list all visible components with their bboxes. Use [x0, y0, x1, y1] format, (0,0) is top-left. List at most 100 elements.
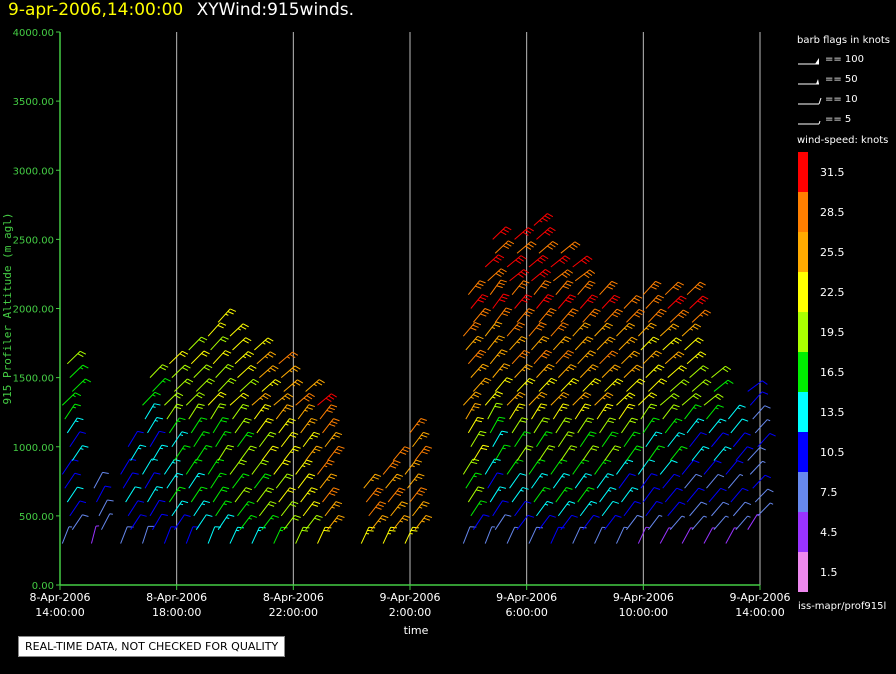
wind-barb: [319, 404, 338, 420]
barb-staff: [557, 431, 569, 448]
barb-half-flag: [561, 475, 565, 478]
barb-flag: [702, 295, 709, 300]
barb-staff: [212, 350, 226, 365]
barb-flag: [184, 514, 191, 517]
barb-staff: [69, 500, 81, 517]
barb-half-flag: [225, 313, 229, 316]
barb-staff: [409, 418, 422, 434]
barb-flag: [680, 381, 687, 386]
barb-flag: [495, 273, 502, 277]
barb-flag: [501, 349, 508, 353]
barb-flag: [524, 366, 531, 371]
barb-staff: [735, 446, 748, 461]
barb-half-flag: [201, 434, 205, 436]
barb-staff: [130, 444, 141, 461]
barb-flag: [637, 514, 644, 518]
wind-barb: [533, 280, 552, 295]
barb-staff: [703, 527, 713, 544]
wind-barb: [684, 337, 704, 351]
barb-staff: [484, 321, 497, 337]
barb-flag: [156, 417, 164, 420]
wind-barb: [370, 515, 389, 531]
barb-staff: [169, 350, 183, 365]
wind-barb: [528, 391, 548, 406]
barb-half-flag: [82, 380, 86, 384]
wind-barb: [623, 431, 641, 448]
barb-flag: [539, 257, 546, 262]
barb-half-flag: [770, 502, 774, 505]
barb-staff: [120, 458, 131, 475]
barb-staff: [61, 526, 70, 544]
barb-flag: [333, 418, 340, 422]
wind-barb: [601, 294, 621, 309]
barb-flag: [475, 391, 482, 396]
wind-barb: [667, 501, 686, 517]
barb-flag: [519, 473, 527, 476]
wind-barb: [647, 308, 667, 323]
barb-half-flag: [496, 354, 501, 357]
wind-barb: [66, 350, 87, 365]
colorbar-title: wind-speed: knots: [797, 135, 889, 146]
barb-flag: [245, 337, 252, 342]
wind-barb: [484, 526, 495, 544]
barb-half-flag: [560, 341, 564, 344]
barb-flag: [699, 298, 706, 302]
barb-flag: [220, 420, 227, 423]
y-tick-label: 500.00: [19, 512, 54, 523]
barb-flag: [655, 313, 662, 318]
wind-barb: [506, 322, 525, 337]
barb-half-flag: [693, 407, 697, 410]
barb-flag: [77, 417, 84, 421]
barb-staff: [560, 378, 574, 392]
wind-barb: [689, 365, 709, 378]
barb-flag: [592, 364, 599, 368]
barb-flag: [218, 406, 225, 409]
barb-staff: [185, 392, 200, 406]
barb-half-flag: [626, 341, 630, 345]
barb-flag: [306, 406, 313, 410]
barb-flag: [678, 432, 685, 436]
wind-barb: [618, 473, 636, 489]
barb-staff: [667, 365, 682, 378]
wind-barb: [735, 515, 751, 531]
barb-flag: [475, 472, 482, 476]
barb-staff: [691, 379, 706, 392]
wind-barb: [467, 486, 485, 503]
barb-flag: [673, 404, 680, 408]
barb-flag: [496, 321, 503, 325]
wind-barb: [574, 473, 592, 489]
barb-flag: [316, 445, 323, 449]
barb-flag: [609, 417, 616, 421]
barb-flag: [585, 473, 592, 476]
wind-barb: [317, 526, 332, 544]
x-tick-time: 2:00:00: [389, 606, 431, 619]
barb-flag: [475, 419, 483, 423]
wind-barb: [234, 417, 252, 434]
barb-flag: [523, 269, 530, 274]
barb-flag: [701, 501, 708, 505]
barb-flag: [479, 349, 487, 354]
barb-flag: [401, 517, 409, 521]
wind-barb: [560, 445, 578, 461]
barb-half-flag: [154, 489, 159, 491]
wind-barb: [514, 431, 531, 448]
wind-barb: [465, 472, 482, 489]
colorbar-swatch: [798, 272, 808, 312]
barb-flag: [240, 406, 248, 410]
wind-barb: [550, 459, 568, 475]
wind-barb: [69, 431, 87, 448]
wind-barb: [64, 403, 81, 420]
barb-flag: [631, 487, 639, 491]
barb-flag: [737, 460, 744, 464]
barb-flag: [565, 417, 572, 420]
barb-flag: [502, 500, 509, 503]
barb-staff: [207, 391, 221, 406]
barb-flag: [521, 417, 529, 420]
barb-flag: [607, 392, 614, 397]
wind-barb: [703, 393, 724, 406]
wind-barb: [703, 527, 716, 544]
barb-flag: [658, 364, 665, 369]
barb-staff: [637, 526, 647, 544]
barb-flag: [473, 406, 480, 409]
wind-barb: [689, 432, 707, 448]
